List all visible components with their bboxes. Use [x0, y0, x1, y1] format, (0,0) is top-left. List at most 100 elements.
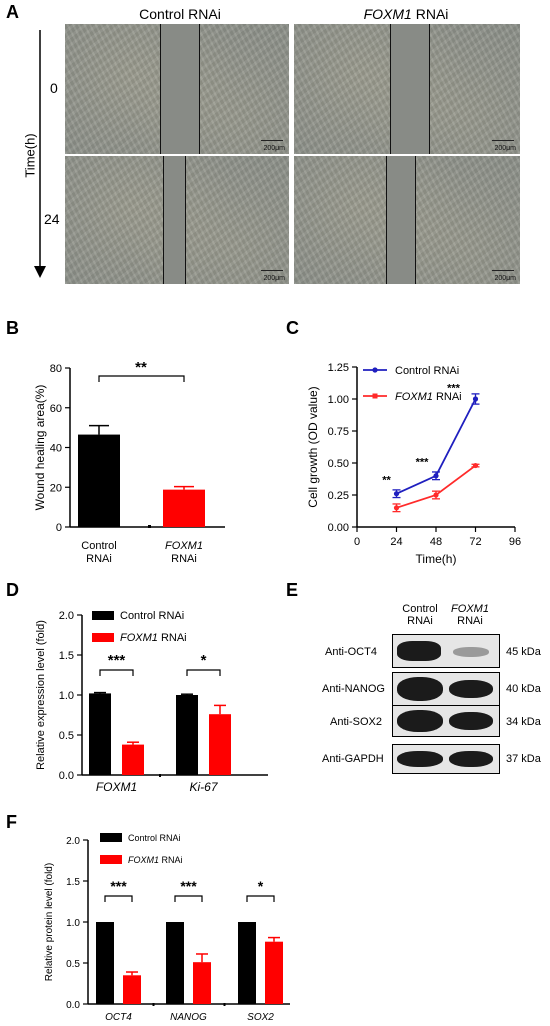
significance-label-1: *: [201, 652, 207, 669]
blot-kda-oct4: 45 kDa: [506, 646, 541, 658]
blot-kda-gapdh: 37 kDa: [506, 753, 541, 765]
bar-2-0: [238, 922, 256, 1004]
legend-label-0: Control RNAi: [128, 833, 181, 843]
x-axis-label: Time(h): [416, 552, 457, 566]
legend-swatch-0: [100, 833, 122, 842]
y-tick-label: 0.50: [328, 458, 349, 470]
significance-bracket-2: [246, 895, 275, 902]
y-tick-label: 20: [50, 482, 62, 494]
x-tick-label: 72: [469, 536, 481, 548]
data-point-1-1: [433, 492, 439, 498]
legend-swatch-0: [92, 611, 114, 620]
y-tick-label: 80: [50, 363, 62, 375]
data-point-0-1: [433, 473, 439, 479]
x-category-label-0: FOXM1: [96, 780, 137, 794]
bar-0-0: [89, 693, 111, 775]
bar-1: [163, 489, 205, 527]
x-axis-mark-1: [223, 1003, 226, 1006]
data-point-1-0: [393, 505, 400, 511]
legend-label-1: FOXM1 RNAi: [395, 391, 462, 403]
y-tick-label: 0.5: [66, 959, 80, 970]
x-label-control-2: RNAi: [86, 553, 112, 565]
scale-label: 200μm: [263, 145, 285, 152]
scale-label: 200μm: [494, 275, 516, 282]
y-axis-label: Relative expression level (fold): [35, 620, 47, 770]
significance-label-1: ***: [416, 457, 430, 469]
data-point-1-2: [472, 462, 479, 469]
blot-label-gapdh: Anti-GAPDH: [322, 753, 384, 765]
data-point-0-2: [472, 396, 479, 402]
bar-0: [78, 434, 120, 527]
significance-bracket: [98, 375, 185, 382]
y-tick-label: 1.25: [328, 362, 349, 374]
y-tick-label: 1.5: [66, 877, 80, 888]
micrograph-control-24h: 200μm: [65, 156, 289, 284]
significance-bracket-0: [99, 669, 134, 676]
y-tick-label: 0: [56, 522, 62, 534]
bar-0-1: [122, 744, 144, 775]
y-tick-label: 0.25: [328, 490, 349, 502]
panel-a-col2-header: FOXM1 RNAi: [363, 6, 449, 22]
scale-label: 200μm: [494, 145, 516, 152]
bar-1-0: [176, 695, 198, 775]
legend-marker-1: [372, 393, 378, 399]
x-category-label-1: NANOG: [170, 1012, 207, 1023]
blot-col-control: Control RNAi: [402, 603, 438, 627]
bar-0-1: [123, 975, 141, 1004]
significance-label-2: ***: [447, 382, 461, 394]
bar-2-1: [265, 941, 283, 1004]
x-category-label-0: OCT4: [105, 1012, 132, 1023]
y-tick-label: 0.5: [59, 730, 74, 742]
significance-label-2: *: [258, 878, 264, 894]
significance-bracket-0: [104, 895, 133, 902]
panel-e-letter: E: [286, 580, 299, 600]
blot-sox2: [392, 705, 500, 737]
x-axis-mark-0: [152, 1003, 155, 1006]
y-axis-label: Cell growth (OD value): [306, 386, 320, 507]
legend-swatch-1: [100, 855, 122, 864]
bar-0-0: [96, 922, 114, 1004]
y-tick-label: 0.00: [328, 522, 349, 534]
panel-d-letter: D: [6, 580, 19, 600]
y-tick-label: 0.0: [66, 1000, 80, 1011]
blot-oct4: [392, 634, 500, 668]
time-axis-label: Time(h): [22, 133, 38, 178]
cell-growth-chart: 0.00 0.25 0.50 0.75 1.00 1.25 0 24 48 72 96 Time(h)…: [306, 362, 521, 566]
x-label-foxm1-1: FOXM1: [165, 540, 203, 552]
bar-1-1: [193, 962, 211, 1004]
legend-label-1: FOXM1 RNAi: [128, 855, 183, 865]
blot-label-oct4: Anti-OCT4: [325, 646, 377, 658]
expression-level-chart: 0.0 0.5 1.0 1.5 2.0 Relative expression level…: [35, 610, 268, 794]
y-tick-label: 2.0: [59, 610, 74, 622]
legend-label-0: Control RNAi: [395, 365, 459, 377]
y-tick-label: 1.0: [59, 690, 74, 702]
y-tick-label: 0.0: [59, 770, 74, 782]
x-category-label-1: Ki-67: [189, 780, 218, 794]
y-axis-label: Relative protein level (fold): [44, 863, 55, 981]
panel-c-letter: C: [286, 318, 299, 338]
significance-label-0: ***: [108, 652, 126, 669]
y-tick-label: 1.0: [66, 918, 80, 929]
blot-kda-nanog: 40 kDa: [506, 683, 541, 695]
panel-a-letter: A: [6, 2, 19, 22]
significance-label-0: ***: [110, 878, 127, 894]
x-label-control-1: Control: [81, 540, 116, 552]
row-label-24h: 24: [44, 211, 60, 227]
blot-label-sox2: Anti-SOX2: [330, 716, 382, 728]
x-axis-mark-0: [159, 774, 161, 777]
significance-bracket-1: [186, 669, 221, 676]
x-category-label-2: SOX2: [247, 1012, 274, 1023]
y-tick-label: 0.75: [328, 426, 349, 438]
significance-label-1: ***: [180, 878, 197, 894]
y-axis-label: Wound healing area(%): [33, 385, 47, 511]
blot-kda-sox2: 34 kDa: [506, 716, 541, 728]
y-tick-label: 40: [50, 443, 62, 455]
x-label-foxm1-2: RNAi: [171, 553, 197, 565]
y-tick-label: 1.5: [59, 650, 74, 662]
bar-1-0: [166, 922, 184, 1004]
x-tick-label: 48: [430, 536, 442, 548]
significance-label: **: [135, 359, 147, 376]
legend-marker-0: [372, 367, 378, 373]
row-label-0h: 0: [50, 80, 58, 96]
